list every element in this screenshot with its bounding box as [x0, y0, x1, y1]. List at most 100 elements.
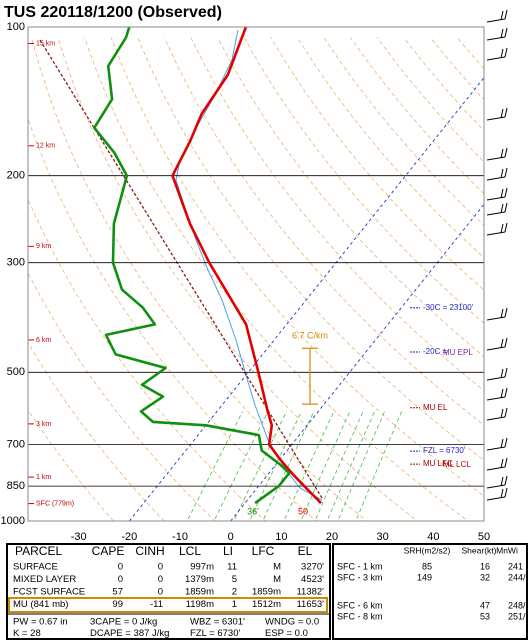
- height-label: 12 km: [36, 143, 55, 150]
- index-cell: K = 28: [13, 628, 41, 639]
- parcel-cell: 3270': [301, 562, 324, 573]
- temperature-label: 40: [427, 531, 439, 543]
- annotation: MU EL: [423, 403, 448, 412]
- barb-staff: [486, 211, 506, 216]
- dry-adiabat: [137, 37, 484, 461]
- annotation: ML LCL: [443, 460, 471, 469]
- barb-flag: [504, 202, 508, 213]
- kin-srh: 149: [417, 572, 432, 582]
- barb-staff: [486, 116, 506, 121]
- parcel-cell: 1859m: [185, 587, 214, 598]
- parcel-cell: 11653': [296, 599, 324, 610]
- plot-frame: [27, 26, 485, 522]
- mixing-ratio: [314, 411, 364, 521]
- barb-staff: [486, 446, 506, 451]
- barb-flag: [500, 223, 504, 234]
- barb-staff: [486, 484, 506, 489]
- parcel-header: CINH: [135, 544, 164, 558]
- barb-staff: [486, 156, 506, 161]
- pressure-label: 100: [7, 21, 25, 33]
- barb-flag: [504, 222, 508, 233]
- annotation: -20C =: [423, 347, 448, 356]
- parcel-cell: 99: [112, 599, 123, 610]
- barb-flag: [504, 475, 508, 486]
- kin-layer: SFC - 1 km: [337, 561, 383, 571]
- barb-staff: [486, 316, 506, 321]
- barb-flag: [504, 367, 508, 378]
- profile-line: [93, 26, 291, 505]
- parcel-cell: 1512m: [252, 599, 281, 610]
- wind-barbs: [486, 9, 508, 501]
- annotation: FZL = 6730': [423, 446, 466, 455]
- height-label: 3 km: [36, 421, 51, 428]
- kin-shear: 47: [480, 600, 490, 610]
- barb-flag: [504, 187, 508, 198]
- annotation: MU EPL: [443, 348, 473, 357]
- barb-staff: [486, 466, 506, 471]
- barb-flag: [500, 203, 504, 214]
- parcel-cell: 1379m: [185, 574, 214, 585]
- parcel-cell: 1198m: [186, 599, 214, 610]
- mixing-ratio: [300, 411, 351, 521]
- barb-staff: [486, 18, 506, 23]
- mu-highlight: [8, 597, 328, 613]
- temperature-label: 10: [275, 531, 287, 543]
- pressure-label: 850: [7, 480, 25, 492]
- barb-flag: [504, 407, 508, 418]
- temperature-label: -10: [172, 531, 188, 543]
- kinematics-box: [332, 543, 528, 640]
- kin-mnwind: 251/: [508, 611, 526, 621]
- pressure-label: 300: [7, 257, 25, 269]
- barb-staff: [486, 231, 506, 236]
- barb-flag: [500, 338, 504, 349]
- barb-flag: [500, 476, 504, 487]
- parcel-cell: 0: [118, 574, 123, 585]
- temperature-label: -20: [121, 531, 137, 543]
- index-cell: WNDG = 0.0: [265, 617, 319, 628]
- pressure-label: 500: [7, 366, 25, 378]
- temperature-label: 30: [377, 531, 389, 543]
- dry-adiabat: [28, 272, 216, 521]
- pressure-label: 1000: [1, 515, 25, 527]
- height-label: 6 km: [36, 337, 51, 344]
- parcel-cell: 11382': [296, 587, 324, 598]
- barb-flag: [500, 408, 504, 419]
- height-label: 15 km: [36, 40, 55, 47]
- parcel-cell: MIXED LAYER: [13, 574, 76, 585]
- title: TUS 220118/1200 (Observed): [4, 4, 222, 21]
- dry-adiabat: [296, 37, 484, 259]
- annotation: MU LFC: [423, 459, 453, 468]
- parcel-cell: 0: [158, 587, 163, 598]
- parcel-cell: -11: [150, 599, 163, 610]
- index-cell: WBZ = 6301': [190, 617, 245, 628]
- height-label: 1 km: [36, 474, 51, 481]
- mixing-ratio: [186, 411, 243, 521]
- barb-staff: [486, 346, 506, 351]
- barb-flag: [504, 147, 508, 158]
- surface-label: 50: [298, 506, 308, 516]
- barb-flag: [500, 438, 504, 449]
- parcel-header: LI: [223, 544, 233, 558]
- dry-adiabat: [270, 37, 484, 291]
- kin-layer: SFC - 3 km: [337, 572, 383, 582]
- barb-flag: [500, 28, 504, 39]
- barb-flag: [500, 48, 504, 59]
- parcel-cell: M: [273, 574, 281, 585]
- temperature-label: 50: [478, 531, 490, 543]
- barb-staff: [486, 56, 506, 61]
- barb-flag: [500, 458, 504, 469]
- kin-layer: SFC - 8 km: [337, 611, 383, 621]
- barb-staff: [486, 496, 506, 501]
- index-cell: FZL = 6730': [190, 628, 240, 639]
- parcel-cell: FCST SURFACE: [13, 587, 85, 598]
- barb-staff: [486, 36, 506, 41]
- barb-flag: [504, 387, 508, 398]
- mixing-ratio: [249, 411, 302, 521]
- kin-shear: 32: [480, 572, 490, 582]
- parcel-cell: MU (841 mb): [13, 599, 68, 610]
- kin-layer: SFC - 6 km: [337, 600, 383, 610]
- barb-staff: [486, 196, 506, 201]
- barb-flag: [504, 9, 508, 20]
